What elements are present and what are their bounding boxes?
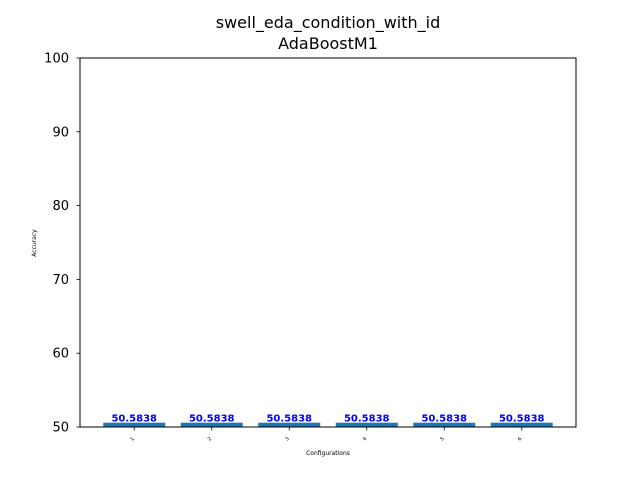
x-tick-label: 1 <box>129 436 135 442</box>
bars-group <box>103 422 553 427</box>
y-axis: 50 60 70 80 90 100 <box>44 52 80 436</box>
x-tick-label: 4 <box>362 436 368 442</box>
x-tick-label: 2 <box>207 436 213 442</box>
y-tick-label: 60 <box>52 347 69 362</box>
data-label: 50.5838 <box>111 414 157 425</box>
chart-subtitle: AdaBoostM1 <box>278 34 378 53</box>
x-tick-label: 5 <box>439 436 445 442</box>
x-axis-label: Configurations <box>306 450 350 457</box>
chart-title: swell_eda_condition_with_id <box>216 13 440 33</box>
bar <box>490 422 553 427</box>
x-tick-label: 6 <box>517 436 523 442</box>
bar <box>180 422 243 427</box>
bar <box>103 422 166 427</box>
data-label: 50.5838 <box>266 414 312 425</box>
y-tick-label: 50 <box>52 421 69 436</box>
bar <box>258 422 321 427</box>
y-tick-label: 100 <box>44 52 69 67</box>
bar <box>335 422 398 427</box>
bar <box>413 422 476 427</box>
x-axis: 1 2 3 4 5 6 <box>129 427 523 443</box>
y-tick-label: 90 <box>52 125 69 140</box>
data-label: 50.5838 <box>421 414 467 425</box>
y-tick-label: 80 <box>52 199 69 214</box>
y-tick-label: 70 <box>52 273 69 288</box>
y-axis-label: Accuracy <box>31 229 38 257</box>
data-label: 50.5838 <box>189 414 235 425</box>
data-labels-group: 50.5838 50.5838 50.5838 50.5838 50.5838 50.58… <box>111 414 544 425</box>
data-label: 50.5838 <box>344 414 390 425</box>
plot-area-frame <box>79 57 577 428</box>
x-tick-label: 3 <box>284 436 290 442</box>
data-label: 50.5838 <box>499 414 545 425</box>
